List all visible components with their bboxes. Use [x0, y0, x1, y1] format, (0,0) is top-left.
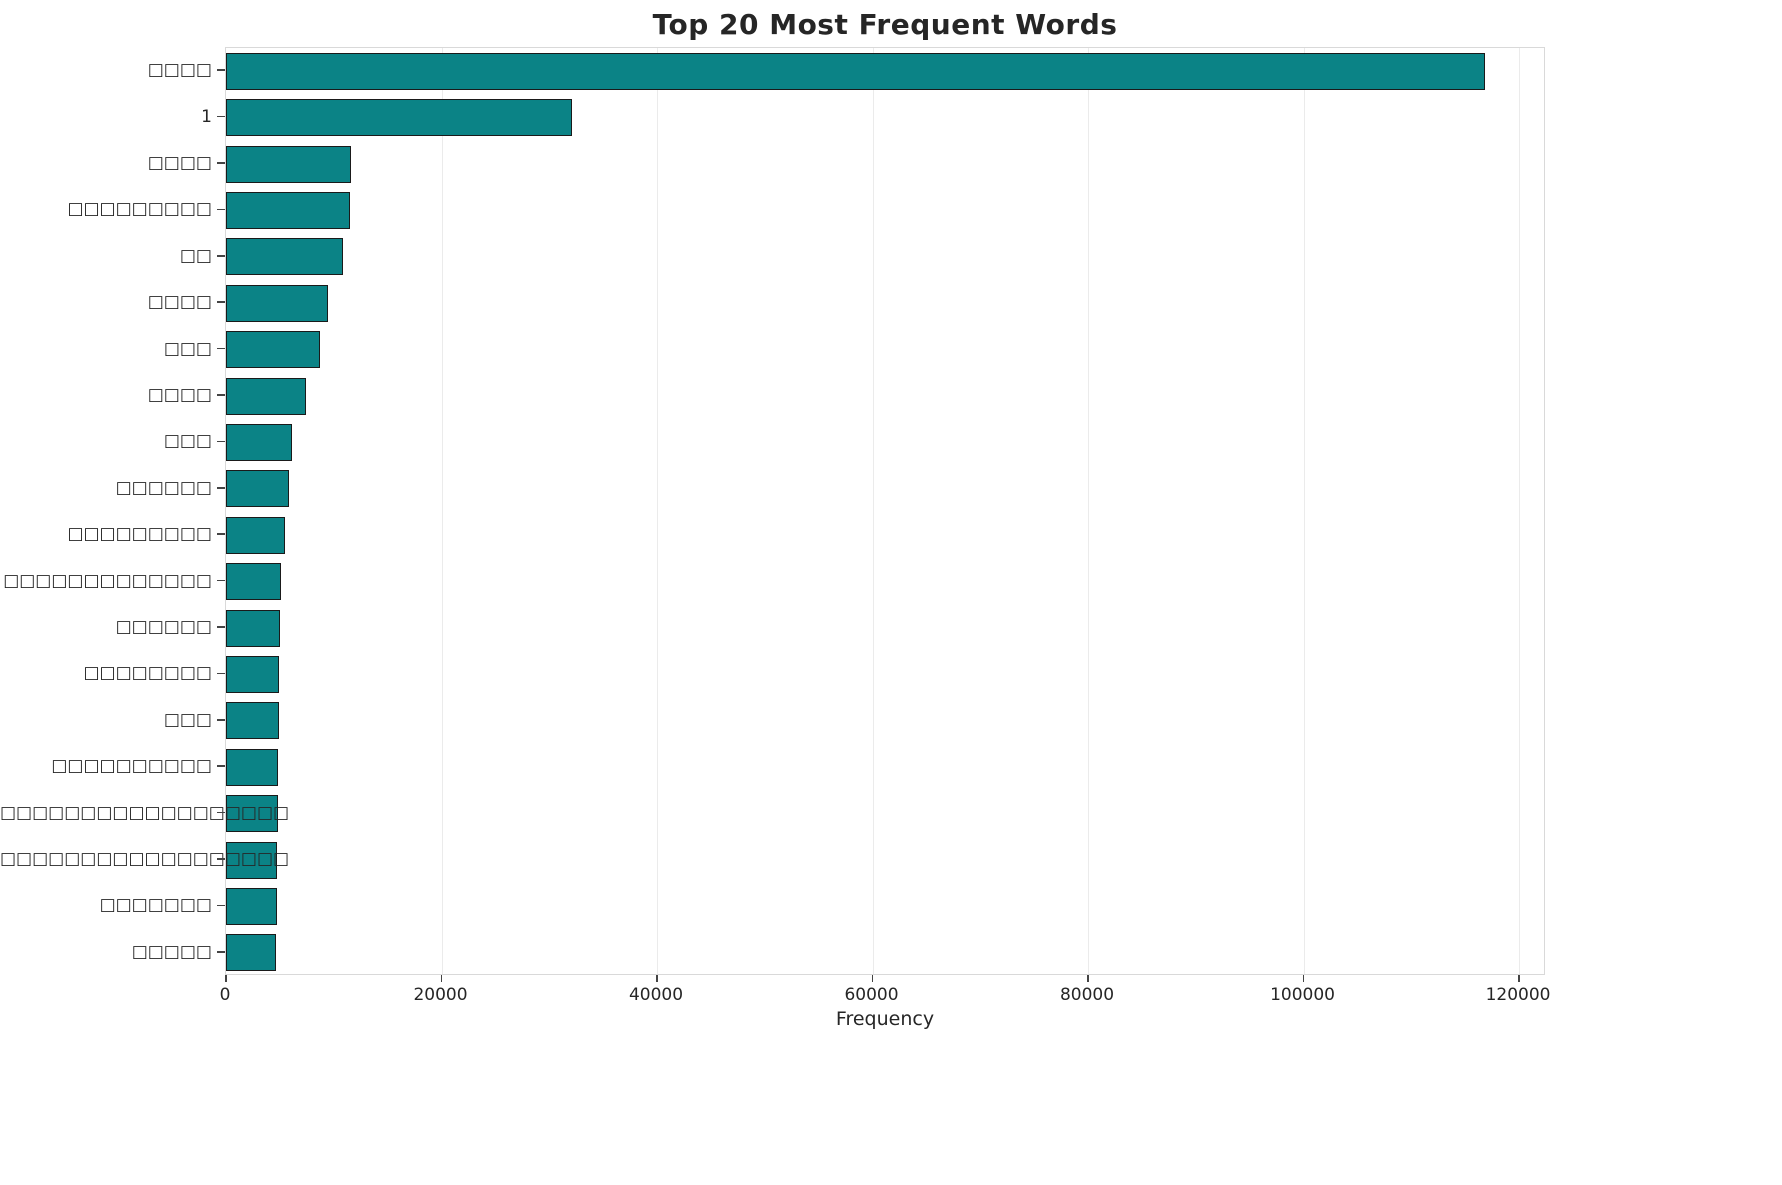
y-tick-mark: [217, 719, 225, 721]
x-tick-label: 20000: [413, 985, 468, 1005]
gridline: [1088, 48, 1090, 974]
y-tick-mark: [217, 115, 225, 118]
y-tick-mark: [217, 672, 225, 675]
y-tick-label: □□□: [163, 431, 212, 452]
y-axis-labels: □□□□ 1 □□□□ □□□□□□□□□ □□ □□□□ □□□ □□□□ □□□ □□□□□□…: [0, 47, 290, 975]
y-tick-mark: [217, 69, 225, 71]
bar: [226, 655, 280, 693]
y-tick-label: 1: [201, 106, 212, 127]
y-tick-label: □□□□□□□□: [83, 663, 213, 684]
x-tick-mark: [1518, 975, 1520, 982]
y-tick-label: □□□□: [147, 385, 212, 405]
y-tick-mark: [217, 440, 225, 443]
bar: [226, 238, 344, 276]
x-axis-ticks: 0 20000 40000 60000 80000 100000 120000: [220, 975, 1551, 1015]
y-tick-label: □□□□□□□□□: [67, 199, 212, 220]
y-axis-tickmarks: [217, 47, 225, 975]
plot-area: [225, 47, 1545, 975]
y-tick-label: □□□□□□□□□□□□□□□□□□: [0, 802, 290, 823]
x-tick-mark: [1302, 975, 1305, 982]
x-tick-mark: [656, 975, 658, 982]
x-tick-label: 120000: [1485, 985, 1551, 1005]
x-tick-mark: [871, 975, 874, 982]
x-tick-mark: [440, 975, 442, 982]
y-tick-mark: [217, 579, 225, 582]
y-tick-label: □□□: [163, 709, 212, 730]
gridline: [657, 48, 659, 974]
gridline: [1303, 48, 1305, 974]
y-tick-label: □□□□□□□□□□□□□: [3, 570, 212, 591]
y-tick-label: □□□: [163, 338, 212, 359]
bar: [226, 470, 290, 508]
x-tick-label: 80000: [1059, 985, 1115, 1005]
y-tick-mark: [217, 162, 225, 164]
bar: [226, 331, 320, 369]
x-tick-mark: [1087, 975, 1089, 982]
y-tick-mark: [217, 533, 225, 535]
bar: [226, 284, 329, 322]
x-tick-label: 0: [219, 985, 231, 1005]
y-tick-mark: [217, 904, 225, 907]
y-tick-mark: [217, 301, 225, 303]
y-tick-label: □□□□□□□□□□: [51, 756, 212, 777]
x-tick-mark: [225, 975, 227, 982]
y-tick-mark: [217, 394, 225, 396]
x-tick-label: 40000: [628, 985, 684, 1005]
y-tick-mark: [217, 858, 225, 860]
y-tick-mark: [217, 626, 225, 628]
y-tick-label: □□□□□□□□□: [67, 524, 212, 545]
bar: [226, 795, 278, 833]
bar: [226, 145, 351, 183]
x-tick-label: 60000: [844, 985, 899, 1005]
y-tick-mark: [217, 811, 225, 814]
y-tick-label: □□□□□□□□□□□□□□□□□□: [0, 849, 290, 869]
y-tick-mark: [217, 208, 225, 211]
y-tick-label: □□□□□□□: [99, 895, 212, 916]
bar: [226, 887, 277, 925]
y-tick-label: □□□□: [147, 292, 212, 313]
y-tick-mark: [217, 347, 225, 350]
y-tick-mark: [217, 255, 225, 257]
y-tick-label: □□□□□□: [115, 617, 212, 637]
bar: [226, 702, 279, 740]
y-tick-label: □□□□□□: [115, 477, 212, 498]
bar: [226, 841, 278, 879]
bar: [226, 52, 1485, 90]
bar: [226, 191, 350, 229]
bar: [226, 99, 572, 137]
bar: [226, 748, 279, 786]
y-tick-mark: [217, 487, 225, 489]
gridline: [441, 48, 443, 974]
x-axis-label: Frequency: [835, 1008, 935, 1030]
bar: [226, 377, 306, 415]
y-tick-mark: [217, 951, 225, 953]
bar: [226, 516, 286, 554]
y-tick-label: □□: [179, 245, 212, 266]
y-tick-mark: [217, 765, 225, 767]
chart-title: Top 20 Most Frequent Words: [652, 8, 1118, 41]
bar: [226, 609, 281, 647]
bar: [226, 934, 277, 972]
gridline: [872, 48, 874, 974]
gridline: [1519, 48, 1521, 974]
bar: [226, 423, 292, 461]
bar: [226, 563, 282, 601]
y-tick-label: □□□□: [147, 153, 212, 173]
y-tick-label: □□□□: [147, 60, 212, 81]
y-tick-label: □□□□□: [131, 941, 212, 962]
x-tick-label: 100000: [1270, 985, 1335, 1005]
